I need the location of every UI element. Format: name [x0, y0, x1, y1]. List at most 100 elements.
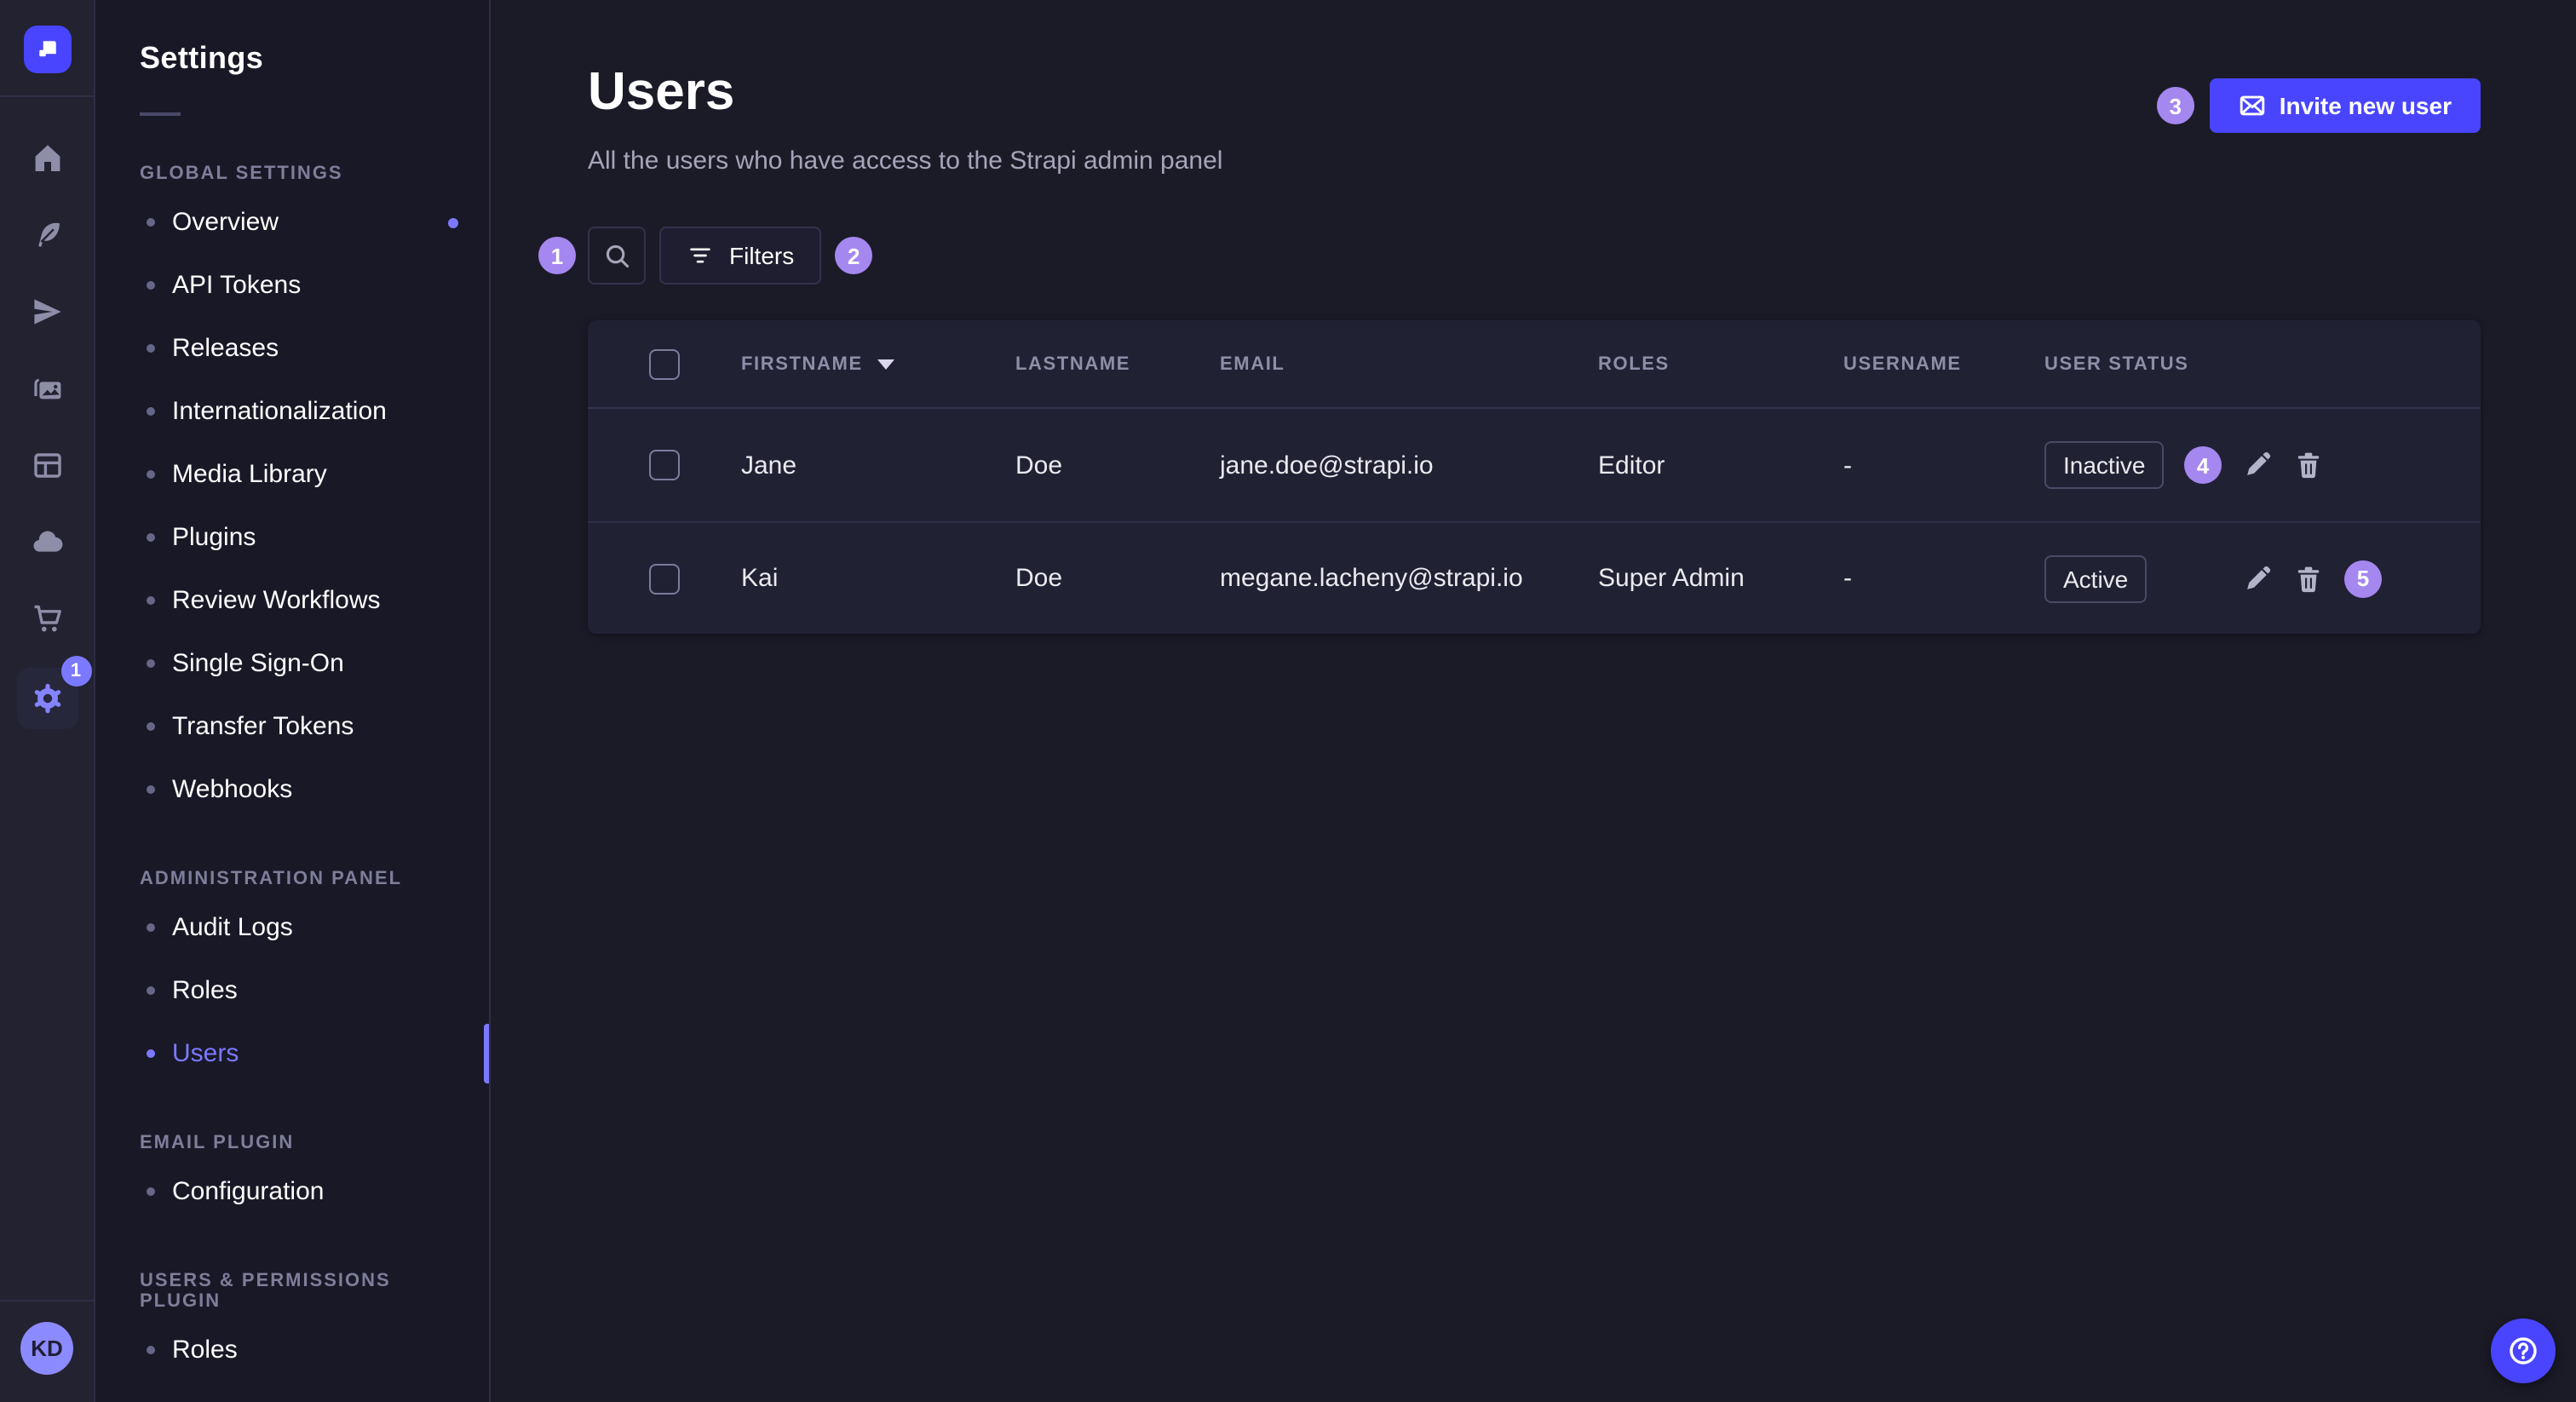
feather-icon[interactable]: [30, 218, 64, 252]
sidebar-item-media-library[interactable]: Media Library: [95, 443, 489, 506]
status-badge: Active: [2044, 554, 2148, 602]
sidebar-item-label: Providers: [172, 1399, 280, 1402]
row-checkbox[interactable]: [649, 450, 680, 480]
bullet-icon: [147, 923, 155, 932]
sidebar-item-label: Configuration: [172, 1177, 325, 1206]
media-images-icon[interactable]: [30, 371, 64, 405]
rail-bottom-divider: [0, 1300, 95, 1301]
sidebar-item-admin-roles[interactable]: Roles: [95, 959, 489, 1022]
invite-button-label: Invite new user: [2279, 92, 2452, 119]
settings-sidebar: Settings GLOBAL SETTINGS Overview API To…: [95, 0, 491, 1402]
bullet-icon: [147, 1346, 155, 1354]
row-checkbox[interactable]: [649, 563, 680, 594]
annotation-badge-4: 4: [2184, 446, 2222, 484]
main-content: Users All the users who have access to t…: [491, 0, 2576, 1402]
sidebar-item-overview[interactable]: Overview: [95, 191, 489, 254]
sidebar-item-api-tokens[interactable]: API Tokens: [95, 254, 489, 317]
paper-plane-icon[interactable]: [30, 295, 64, 329]
table-row-jane-doe[interactable]: Jane Doe jane.doe@strapi.io Editor - Ina…: [588, 409, 2481, 521]
sidebar-item-label: Internationalization: [172, 397, 387, 426]
page-title: Users: [588, 61, 735, 121]
layout-icon[interactable]: [30, 448, 64, 482]
sidebar-item-label: Users: [172, 1039, 239, 1068]
filters-button[interactable]: Filters: [659, 227, 822, 284]
sidebar-item-label: Plugins: [172, 523, 256, 552]
table-row-kai-doe[interactable]: Kai Doe megane.lacheny@strapi.io Super A…: [588, 521, 2481, 634]
sidebar-item-label: Webhooks: [172, 775, 293, 804]
select-all-checkbox[interactable]: [649, 348, 680, 379]
sidebar-item-label: Audit Logs: [172, 913, 293, 942]
cell-firstname: Kai: [741, 564, 779, 593]
sidebar-item-transfer-tokens[interactable]: Transfer Tokens: [95, 695, 489, 758]
column-header-firstname[interactable]: FIRSTNAME: [741, 353, 1015, 374]
strapi-logo-icon[interactable]: [23, 26, 71, 73]
sidebar-item-single-sign-on[interactable]: Single Sign-On: [95, 632, 489, 695]
table-header-row: FIRSTNAME LASTNAME EMAIL ROLES USERNAME …: [588, 320, 2481, 409]
delete-user-button[interactable]: [2293, 450, 2324, 480]
sidebar-title-rule: [140, 112, 181, 116]
sidebar-item-review-workflows[interactable]: Review Workflows: [95, 569, 489, 632]
sidebar-item-label: API Tokens: [172, 271, 302, 300]
sidebar-item-webhooks[interactable]: Webhooks: [95, 758, 489, 821]
settings-nav-button[interactable]: 1: [16, 656, 91, 729]
users-table: FIRSTNAME LASTNAME EMAIL ROLES USERNAME …: [588, 320, 2481, 634]
sidebar-item-configuration[interactable]: Configuration: [95, 1160, 489, 1223]
bullet-icon: [147, 1187, 155, 1196]
bullet-icon: [147, 533, 155, 542]
section-label-global-settings: GLOBAL SETTINGS: [140, 164, 343, 184]
bullet-icon: [147, 344, 155, 353]
section-label-administration-panel: ADMINISTRATION PANEL: [140, 869, 403, 889]
search-button[interactable]: [588, 227, 646, 284]
cell-username: -: [1843, 564, 1852, 593]
sidebar-item-label: Media Library: [172, 460, 327, 489]
page-subtitle: All the users who have access to the Str…: [588, 147, 1223, 175]
annotation-badge-5: 5: [2344, 560, 2382, 597]
section-label-users-permissions-plugin: USERS & PERMISSIONS PLUGIN: [140, 1271, 391, 1312]
sidebar-item-label: Roles: [172, 976, 238, 1005]
sidebar-item-label: Releases: [172, 334, 279, 363]
status-badge: Inactive: [2044, 441, 2165, 489]
bullet-icon: [147, 659, 155, 668]
cart-icon[interactable]: [30, 601, 64, 635]
bullet-icon: [147, 596, 155, 605]
sidebar-item-releases[interactable]: Releases: [95, 317, 489, 380]
rail-divider: [0, 95, 95, 97]
bullet-icon: [147, 281, 155, 290]
filters-button-label: Filters: [729, 242, 795, 269]
pencil-icon: [2247, 565, 2271, 589]
column-header-label: FIRSTNAME: [741, 353, 863, 374]
trash-icon: [2297, 566, 2320, 592]
cloud-icon[interactable]: [30, 525, 64, 559]
cell-email: jane.doe@strapi.io: [1220, 451, 1434, 480]
table-toolbar: 1 Filters 2: [538, 227, 2481, 284]
pencil-icon: [2247, 451, 2271, 475]
home-icon[interactable]: [30, 141, 64, 175]
bullet-icon: [147, 470, 155, 479]
edit-user-button[interactable]: [2242, 563, 2273, 594]
sidebar-item-plugins[interactable]: Plugins: [95, 506, 489, 569]
column-header-user-status: USER STATUS: [2044, 353, 2189, 374]
column-header-lastname: LASTNAME: [1015, 353, 1131, 374]
sidebar-item-internationalization[interactable]: Internationalization: [95, 380, 489, 443]
bullet-icon: [147, 1049, 155, 1058]
strapi-logo-glyph: [38, 41, 55, 57]
sidebar-item-audit-logs[interactable]: Audit Logs: [95, 896, 489, 959]
notification-dot-icon: [448, 217, 458, 227]
delete-user-button[interactable]: [2293, 563, 2324, 594]
bullet-icon: [147, 722, 155, 731]
column-header-email: EMAIL: [1220, 353, 1285, 374]
user-avatar[interactable]: KD: [20, 1322, 73, 1375]
edit-user-button[interactable]: [2242, 450, 2273, 480]
help-button[interactable]: [2491, 1319, 2556, 1383]
sidebar-item-providers[interactable]: Providers: [95, 1382, 489, 1402]
sidebar-item-label: Overview: [172, 208, 279, 237]
sidebar-item-users[interactable]: Users: [95, 1022, 489, 1085]
invite-new-user-button[interactable]: Invite new user: [2209, 78, 2481, 133]
cell-lastname: Doe: [1015, 451, 1063, 480]
search-icon: [605, 244, 629, 267]
cell-lastname: Doe: [1015, 564, 1063, 593]
sidebar-item-up-roles[interactable]: Roles: [95, 1319, 489, 1382]
section-label-email-plugin: EMAIL PLUGIN: [140, 1133, 295, 1153]
sidebar-item-label: Transfer Tokens: [172, 712, 354, 741]
